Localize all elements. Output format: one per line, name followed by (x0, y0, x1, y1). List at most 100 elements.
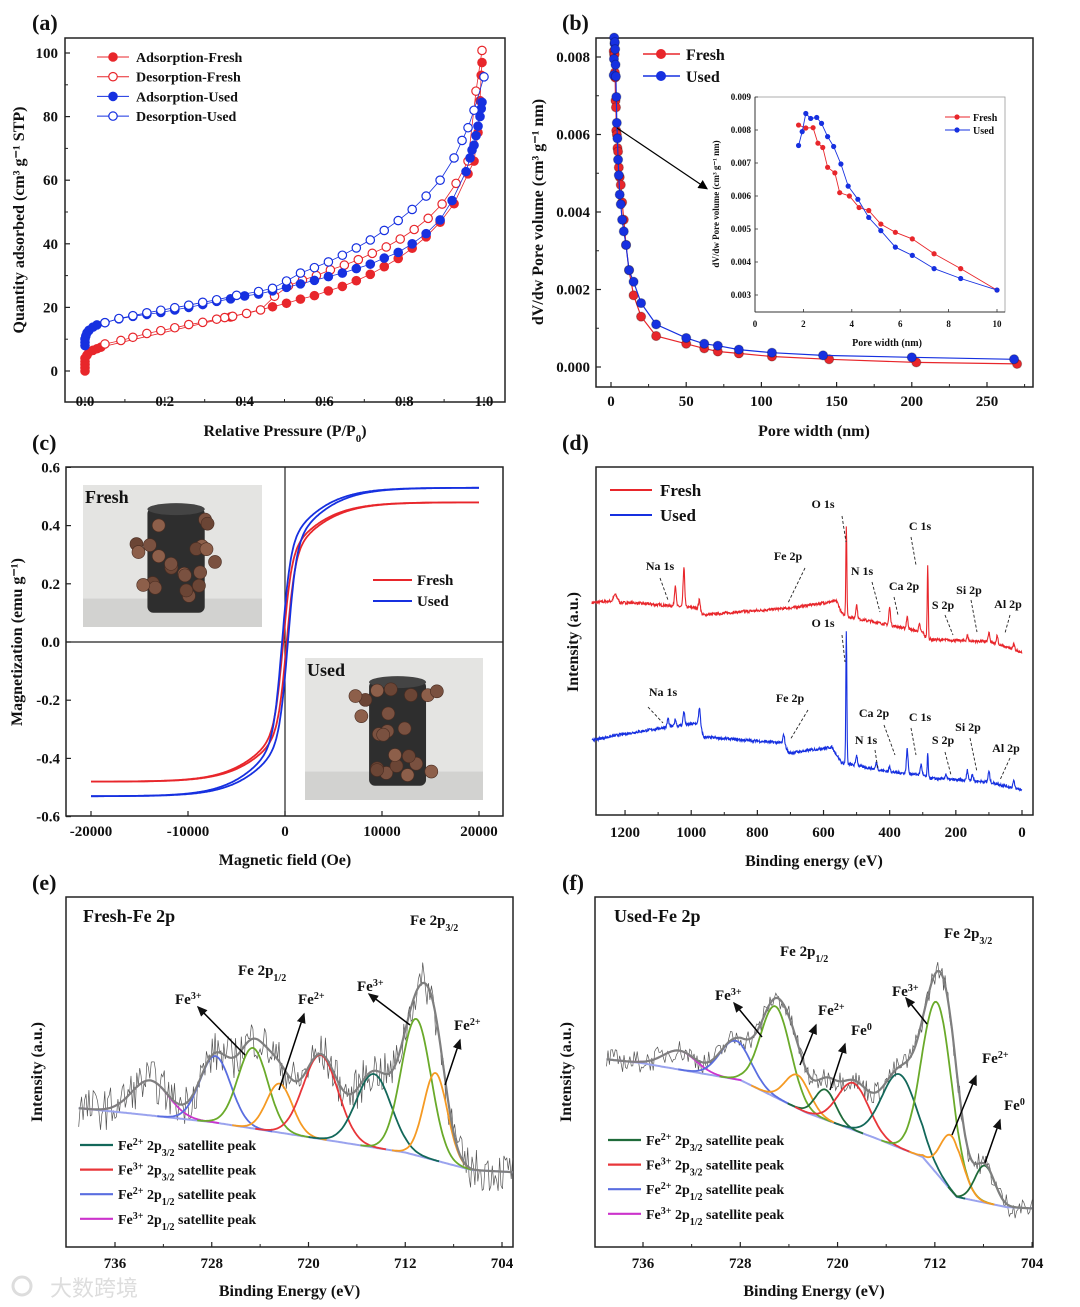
x-tick-label: 200 (945, 825, 968, 841)
y-axis-title: Intensity (a.u.) (29, 1022, 46, 1122)
catalyst-ball (397, 721, 412, 736)
superscript: 3+ (191, 991, 202, 1002)
peak-label: O 1s (811, 616, 834, 630)
data-point (365, 269, 376, 280)
legend-marker (108, 71, 118, 82)
fit-peak (750, 1073, 844, 1128)
y-tick-label: 0.6 (41, 460, 60, 476)
superscript: 3+ (373, 978, 384, 989)
fit-peak (908, 1133, 995, 1206)
leader-line (970, 599, 978, 633)
legend-label: Used (973, 126, 995, 137)
panel-a-isotherm: (a) 0.0 0.2 0.4 0.6 0.8 1.0 0 20 40 60 80 100 Relativ… (11, 10, 506, 445)
y-tick-label: 0.004 (731, 257, 752, 267)
species-label: Fe3+ (715, 987, 742, 1005)
data-point (808, 115, 814, 122)
text-part: Fe (646, 1134, 661, 1149)
subscript: 1/2 (815, 954, 828, 965)
data-point (620, 239, 632, 251)
background-baseline (78, 1107, 513, 1174)
legend-label: Used (660, 506, 696, 525)
legend-item: Fresh (610, 481, 702, 500)
species-label: Fe0 (851, 1022, 872, 1040)
y-tick-label: 60 (43, 173, 58, 189)
data-point (435, 215, 445, 225)
subscript: 0 (356, 433, 362, 445)
fit-envelope (78, 981, 513, 1174)
catalyst-ball (348, 689, 363, 703)
data-point (100, 317, 110, 328)
peak-annotation: Ca 2p (889, 579, 919, 616)
species-label: Fe3+ (175, 991, 202, 1009)
fit-peak (197, 1046, 309, 1138)
data-point (615, 179, 626, 190)
legend-marker (954, 114, 960, 120)
data-point (281, 298, 292, 309)
leader-line (910, 727, 917, 756)
data-point (615, 199, 626, 210)
x-tick-label: 0 (1018, 825, 1026, 841)
text-part: Fe (118, 1139, 133, 1154)
fit-components (78, 962, 514, 1192)
data-point (628, 276, 639, 287)
data-point (817, 350, 829, 361)
legend-marker (954, 127, 960, 133)
catalyst-ball (384, 682, 398, 697)
text-part: Fe (357, 979, 373, 995)
legend-label: Fe3+ 2p3/2 satellite peak (118, 1161, 256, 1183)
panel-f-fe2p: (f) 736 728 720 712 704 Binding Energy (eV) Int… (558, 870, 1044, 1300)
data-point (1008, 354, 1020, 365)
plot-frame (594, 896, 1034, 1248)
legend-label: Fe3+ 2p1/2 satellite peak (118, 1210, 256, 1232)
data-point (651, 319, 662, 330)
data-point (878, 221, 884, 227)
spectrum-title: Used-Fe 2p (614, 906, 701, 926)
peak-annotation: Al 2p (992, 741, 1020, 781)
legend-item: Adsorption-Used (97, 90, 238, 105)
species-annotation: Fe3+ (715, 987, 763, 1038)
text-part: satellite peak (703, 1134, 785, 1149)
x-tick-label: 736 (632, 1256, 655, 1272)
data-point (471, 130, 481, 141)
superscript: 3+ (731, 987, 742, 998)
data-point (183, 300, 194, 310)
data-point (92, 320, 102, 330)
watermark-text: 大数跨境 (50, 1277, 138, 1302)
superscript: 2+ (661, 1132, 672, 1143)
fe2p12-label: Fe 2p1/2 (238, 963, 286, 984)
y-tick-label: 0.004 (556, 205, 590, 221)
subscript: 3/2 (162, 1172, 175, 1183)
x-tick-label: 0.2 (155, 394, 174, 410)
legend-item: Fe2+ 2p3/2 satellite peak (608, 1132, 784, 1154)
data-point (255, 305, 266, 315)
x-tick-label: 10 (993, 319, 1003, 329)
data-point (795, 142, 802, 149)
x-tick-label: 8 (946, 319, 951, 329)
species-label: Fe3+ (357, 978, 384, 996)
subscript: 3/2 (690, 1143, 703, 1154)
photo-label: Used (307, 660, 345, 680)
x-tick-label: 1000 (676, 825, 706, 841)
fe2p32-label: Fe 2p3/2 (410, 913, 458, 934)
species-annotation: Fe0 (984, 1097, 1025, 1164)
data-point (618, 226, 629, 237)
legend-label: Desorption-Fresh (136, 71, 241, 86)
species-label: Fe3+ (892, 983, 919, 1001)
watermark-logo: 大数跨境 (11, 1275, 138, 1302)
data-point (866, 214, 872, 221)
peak-label: C 1s (909, 710, 932, 724)
y-tick-label: 0.006 (731, 191, 752, 201)
catalyst-ball (388, 748, 402, 762)
panel-label: (f) (562, 870, 584, 895)
data-point (337, 250, 348, 261)
photo-label: Fresh (85, 487, 129, 507)
subscript: 3/2 (690, 1167, 703, 1178)
data-point (635, 311, 647, 322)
legend-label: Used (686, 69, 720, 86)
text-part: Fe (892, 984, 908, 1000)
peak-label: Na 1s (646, 559, 675, 573)
superscript: 2+ (998, 1050, 1009, 1061)
x-tick-label: -10000 (167, 824, 210, 840)
data-point (393, 215, 404, 226)
x-tick-label: 712 (394, 1256, 417, 1272)
